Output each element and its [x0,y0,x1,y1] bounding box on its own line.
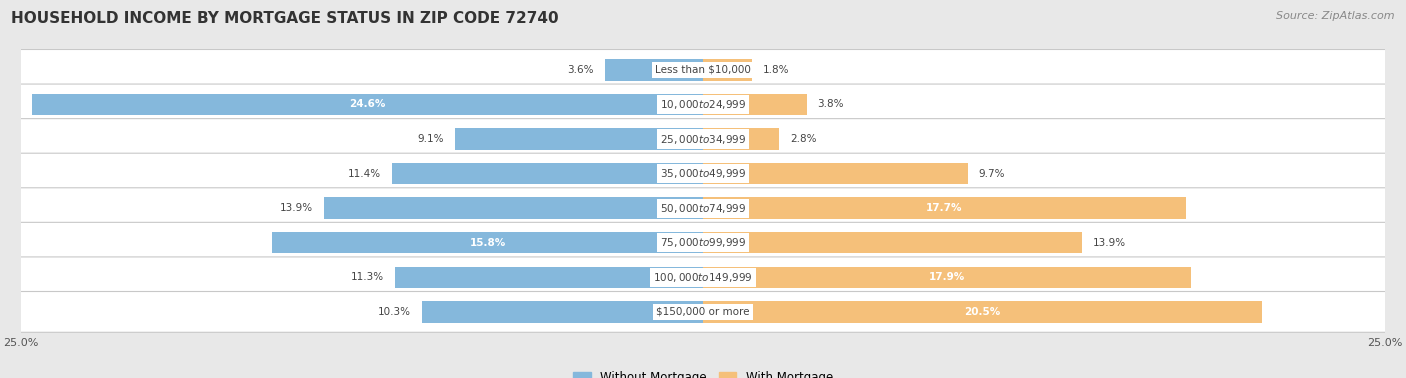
Text: $25,000 to $34,999: $25,000 to $34,999 [659,133,747,146]
FancyBboxPatch shape [17,119,1389,160]
Bar [32,94,703,115]
Text: 9.1%: 9.1% [418,134,444,144]
Text: $10,000 to $24,999: $10,000 to $24,999 [659,98,747,111]
Text: 24.6%: 24.6% [349,99,385,110]
Text: 3.6%: 3.6% [568,65,593,75]
Legend: Without Mortgage, With Mortgage: Without Mortgage, With Mortgage [568,367,838,378]
Bar [703,266,1191,288]
Text: 13.9%: 13.9% [1092,238,1126,248]
Text: 20.5%: 20.5% [965,307,1001,317]
Text: 17.7%: 17.7% [927,203,963,213]
Text: 10.3%: 10.3% [378,307,411,317]
Bar [703,163,967,184]
FancyBboxPatch shape [17,188,1389,229]
Text: 17.9%: 17.9% [929,272,966,282]
Text: $50,000 to $74,999: $50,000 to $74,999 [659,202,747,215]
Bar [392,163,703,184]
FancyBboxPatch shape [17,153,1389,194]
Bar [703,128,779,150]
Text: Source: ZipAtlas.com: Source: ZipAtlas.com [1277,11,1395,21]
FancyBboxPatch shape [17,84,1389,125]
Bar [454,128,703,150]
Text: Less than $10,000: Less than $10,000 [655,65,751,75]
Text: 3.8%: 3.8% [817,99,844,110]
Bar [422,301,703,322]
Text: 15.8%: 15.8% [470,238,506,248]
Bar [703,94,807,115]
Text: $150,000 or more: $150,000 or more [657,307,749,317]
Bar [605,59,703,81]
Bar [703,197,1185,219]
FancyBboxPatch shape [17,222,1389,263]
Bar [703,301,1263,322]
Text: 1.8%: 1.8% [763,65,790,75]
Text: 9.7%: 9.7% [979,169,1005,178]
Bar [395,266,703,288]
FancyBboxPatch shape [17,291,1389,332]
Text: $35,000 to $49,999: $35,000 to $49,999 [659,167,747,180]
FancyBboxPatch shape [17,257,1389,298]
Text: $75,000 to $99,999: $75,000 to $99,999 [659,236,747,249]
FancyBboxPatch shape [17,50,1389,90]
Text: 11.4%: 11.4% [349,169,381,178]
Text: $100,000 to $149,999: $100,000 to $149,999 [654,271,752,284]
Bar [271,232,703,254]
Text: 13.9%: 13.9% [280,203,314,213]
Bar [703,232,1083,254]
Bar [323,197,703,219]
Bar [703,59,752,81]
Text: 11.3%: 11.3% [350,272,384,282]
Text: 2.8%: 2.8% [790,134,817,144]
Text: HOUSEHOLD INCOME BY MORTGAGE STATUS IN ZIP CODE 72740: HOUSEHOLD INCOME BY MORTGAGE STATUS IN Z… [11,11,558,26]
